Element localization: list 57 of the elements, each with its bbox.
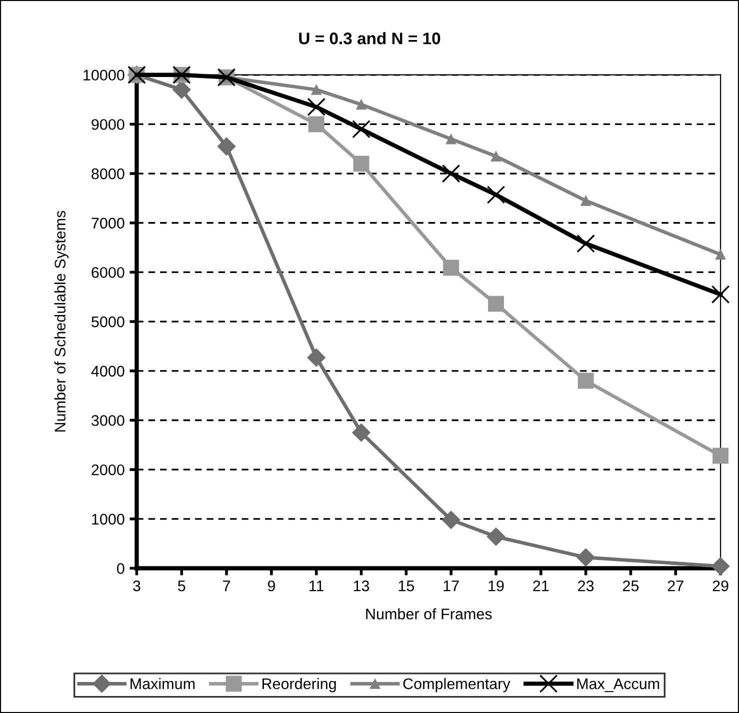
y-tick-label: 3000 <box>92 415 124 426</box>
x-tick-label: 15 <box>398 580 414 592</box>
point <box>352 120 370 138</box>
point <box>356 99 366 110</box>
point <box>490 151 502 162</box>
point <box>446 134 456 144</box>
point <box>353 156 370 172</box>
y-tick-label: 5000 <box>92 316 124 328</box>
point <box>486 186 506 204</box>
x-tick-label: 25 <box>622 580 639 592</box>
legend-label: Complementary <box>403 678 510 692</box>
point <box>576 234 595 253</box>
y-tick-label: 10000 <box>84 70 124 81</box>
y-axis-title: Number of Schedulable Systems <box>54 210 69 432</box>
x-tick-label: 5 <box>178 580 186 592</box>
y-tick-label: 0 <box>117 563 124 574</box>
legend-label: Reordering <box>262 678 336 692</box>
point <box>307 98 326 116</box>
x-axis-title: Number of Frames <box>366 608 492 620</box>
y-tick-label: 1000 <box>92 514 124 525</box>
x-tick-label: 3 <box>133 580 140 592</box>
legend-label: Max_Accum <box>577 678 660 692</box>
point <box>580 195 592 206</box>
y-tick-label: 2000 <box>92 464 124 476</box>
point <box>442 164 460 183</box>
x-tick-label: 23 <box>578 580 594 592</box>
point <box>712 448 729 464</box>
point <box>311 84 322 95</box>
point <box>308 116 324 132</box>
chart-title: U = 0.3 and N = 10 <box>299 32 440 44</box>
y-tick-label: 4000 <box>91 366 124 377</box>
x-tick-label: 21 <box>533 580 549 592</box>
x-tick-label: 7 <box>223 580 230 592</box>
x-tick-label: 13 <box>354 580 370 592</box>
point <box>352 423 370 442</box>
x-tick-label: 9 <box>268 580 275 592</box>
y-tick-label: 9000 <box>92 119 124 130</box>
point <box>711 557 730 576</box>
point <box>486 527 506 546</box>
y-tick-label: 7000 <box>92 218 124 229</box>
point <box>307 348 326 367</box>
legend-label: Maximum <box>130 678 195 690</box>
y-tick-label: 6000 <box>92 267 124 278</box>
point <box>711 285 730 304</box>
point <box>576 548 595 567</box>
x-tick-label: 17 <box>444 580 459 592</box>
y-tick-label: 8000 <box>92 168 124 180</box>
point <box>443 260 460 276</box>
point <box>217 137 236 156</box>
point <box>715 249 726 260</box>
x-tick-label: 29 <box>712 580 728 592</box>
point <box>578 372 594 389</box>
point <box>442 510 460 530</box>
x-tick-label: 27 <box>668 580 684 592</box>
x-tick-label: 19 <box>488 580 504 592</box>
point <box>488 296 504 312</box>
x-tick-label: 11 <box>310 580 324 592</box>
